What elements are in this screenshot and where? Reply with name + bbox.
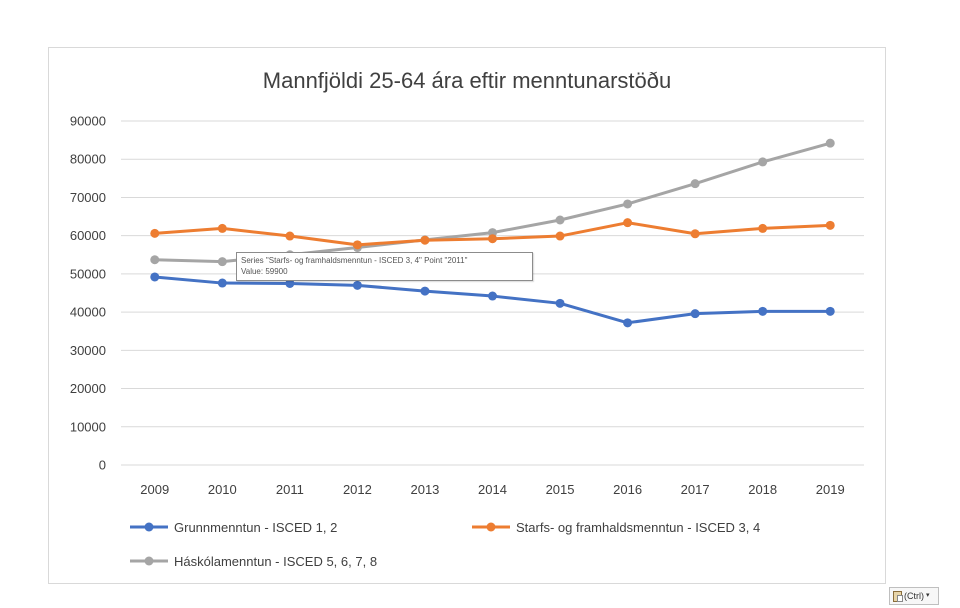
y-tick-label: 70000 (70, 190, 106, 205)
series-2[interactable] (150, 218, 835, 250)
data-point[interactable] (488, 291, 497, 301)
x-tick-label: 2019 (816, 482, 845, 497)
x-tick-label: 2014 (478, 482, 507, 497)
data-point[interactable] (825, 138, 835, 148)
x-tick-label: 2012 (343, 482, 372, 497)
data-point[interactable] (758, 223, 768, 233)
y-axis-ticks: 0 10000 20000 30000 40000 50000 60000 70000 8000… (70, 114, 106, 473)
clipboard-icon (893, 590, 903, 602)
legend-marker (486, 522, 496, 532)
data-point[interactable] (150, 272, 160, 282)
x-tick-label: 2009 (140, 482, 169, 497)
legend-label: Grunnmenntun - ISCED 1, 2 (174, 520, 337, 535)
data-point[interactable] (825, 306, 835, 316)
series-line[interactable] (154, 141, 831, 264)
gridlines (121, 120, 864, 466)
series-lines (150, 138, 835, 328)
data-point[interactable] (555, 215, 565, 225)
x-tick-label: 2017 (681, 482, 710, 497)
data-point[interactable] (758, 306, 768, 316)
x-tick-label: 2011 (276, 482, 304, 497)
legend-label: Starfs- og framhaldsmenntun - ISCED 3, 4 (516, 520, 760, 535)
x-tick-label: 2016 (613, 482, 642, 497)
dropdown-caret-icon: ▾ (926, 592, 930, 599)
tooltip-value-line: Value: 59900 (241, 267, 288, 276)
data-point[interactable] (555, 231, 565, 241)
y-tick-label: 90000 (70, 114, 106, 129)
paste-options-label: (Ctrl) (904, 591, 924, 601)
y-tick-label: 80000 (70, 152, 106, 167)
legend-marker (144, 556, 154, 566)
chart-title: Mannfjöldi 25-64 ára eftir menntunarstöð… (263, 68, 671, 93)
series-3[interactable] (150, 138, 835, 267)
data-point[interactable] (352, 240, 362, 250)
data-point[interactable] (758, 157, 768, 167)
x-axis-ticks: 2009 2010 2011 2012 2013 2014 2015 2016 2017 2018… (140, 482, 844, 497)
data-point[interactable] (690, 309, 700, 319)
data-point[interactable] (488, 234, 497, 244)
x-tick-label: 2010 (208, 482, 237, 497)
data-point[interactable] (150, 228, 160, 238)
data-point[interactable] (285, 278, 295, 288)
data-point[interactable] (352, 280, 362, 290)
data-point[interactable] (217, 257, 227, 267)
data-point[interactable] (690, 179, 700, 189)
legend-item[interactable]: Háskólamenntun - ISCED 5, 6, 7, 8 (130, 554, 377, 569)
data-point[interactable] (825, 220, 835, 230)
data-point[interactable] (217, 223, 227, 233)
data-point[interactable] (150, 255, 160, 265)
y-tick-label: 20000 (70, 381, 106, 396)
x-tick-label: 2018 (748, 482, 777, 497)
y-tick-label: 50000 (70, 266, 106, 281)
x-tick-label: 2015 (546, 482, 575, 497)
data-point[interactable] (623, 199, 633, 209)
legend-item[interactable]: Starfs- og framhaldsmenntun - ISCED 3, 4 (472, 520, 760, 535)
legend[interactable]: Grunnmenntun - ISCED 1, 2 Starfs- og fram… (130, 520, 760, 569)
legend-label: Háskólamenntun - ISCED 5, 6, 7, 8 (174, 554, 377, 569)
y-tick-label: 60000 (70, 228, 106, 243)
data-point[interactable] (690, 229, 700, 239)
chart-area[interactable] (48, 47, 886, 584)
tooltip-series-line: Series "Starfs- og framhaldsmenntun - IS… (241, 256, 468, 265)
data-point[interactable] (217, 278, 227, 288)
data-point[interactable] (623, 318, 633, 328)
series-1[interactable] (150, 272, 835, 328)
y-tick-label: 0 (99, 458, 106, 473)
data-point[interactable] (420, 235, 430, 245)
y-tick-label: 10000 (70, 419, 106, 434)
paste-options-button[interactable]: (Ctrl) ▾ (889, 587, 939, 605)
legend-item[interactable]: Grunnmenntun - ISCED 1, 2 (130, 520, 337, 535)
legend-marker (144, 522, 154, 532)
data-point[interactable] (285, 231, 295, 241)
y-tick-label: 40000 (70, 305, 106, 320)
x-tick-label: 2013 (410, 482, 439, 497)
data-point-tooltip: Series "Starfs- og framhaldsmenntun - IS… (236, 252, 533, 281)
data-point[interactable] (555, 298, 565, 308)
data-point[interactable] (623, 218, 633, 228)
y-tick-label: 30000 (70, 343, 106, 358)
data-point[interactable] (420, 286, 430, 296)
